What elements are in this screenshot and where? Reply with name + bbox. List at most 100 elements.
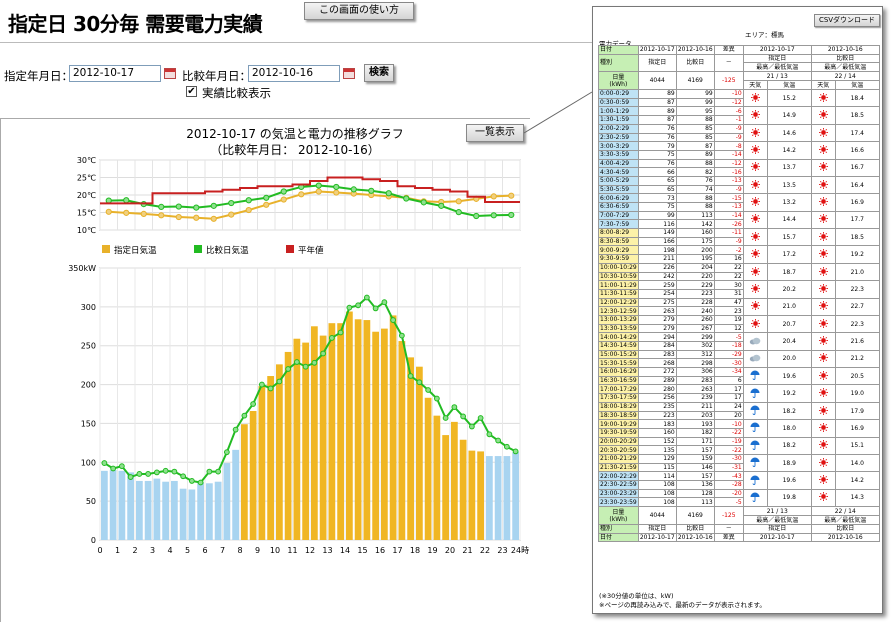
time-slot: 23:00-23:29 — [598, 488, 639, 499]
temp-point — [123, 197, 130, 204]
power-bar — [346, 311, 353, 540]
time-slot: 20:00-20:29 — [598, 436, 639, 447]
list-view-button[interactable]: 一覧表示 — [466, 124, 524, 142]
x-tick-label: 23 — [497, 546, 507, 555]
x-tick-label: 9 — [255, 546, 260, 555]
power-bar — [171, 480, 178, 540]
temp-point — [350, 186, 357, 193]
compare-point — [512, 448, 519, 455]
temp-point — [245, 197, 252, 204]
sun-icon — [818, 214, 828, 224]
help-button[interactable]: この画面の使い方 — [304, 2, 414, 20]
compare-date-input[interactable]: 2012-10-16 — [248, 65, 340, 82]
search-button[interactable]: 検索 — [364, 64, 394, 82]
time-slot: 18:30-18:59 — [598, 410, 639, 421]
calendar-icon[interactable] — [164, 68, 176, 79]
time-slot: 5:30-5:59 — [598, 184, 639, 195]
compare-point — [477, 415, 484, 421]
temp-point — [245, 206, 252, 214]
power-bar — [276, 364, 283, 540]
power-bar — [267, 376, 274, 540]
compare-point — [398, 332, 405, 339]
temp-point — [508, 192, 515, 199]
sun-icon — [818, 475, 828, 484]
compare-point — [101, 460, 108, 466]
sun-icon — [818, 336, 828, 345]
time-slot: 17:30-17:59 — [598, 393, 639, 403]
time-slot: 6:00-6:29 — [598, 193, 639, 203]
temp-point — [490, 212, 497, 219]
legend-label: 比較日気温 — [206, 245, 249, 256]
sun-icon — [750, 231, 760, 241]
time-slot: 2:00-2:29 — [598, 123, 639, 134]
sun-icon — [818, 457, 828, 467]
compare-point — [118, 463, 125, 470]
calendar-icon[interactable] — [343, 68, 355, 79]
compare-checkbox[interactable]: ✔ — [186, 86, 197, 97]
date-input[interactable]: 2012-10-17 — [69, 65, 161, 82]
x-tick-label: 17 — [392, 546, 402, 555]
sun-icon — [818, 266, 828, 276]
table-row: 5:00-5:29 65 76 -13 13.5 16.4 — [598, 175, 880, 195]
sun-icon — [750, 318, 760, 328]
sun-icon — [818, 127, 828, 137]
x-tick-label: 6 — [202, 546, 207, 555]
reload-note: ※ページの再読み込みで、最新のデータが表示されます。 — [599, 601, 766, 609]
temp-point — [368, 187, 375, 194]
power-bar — [503, 456, 511, 540]
power-bar — [512, 452, 519, 540]
compare-point — [232, 426, 239, 433]
time-slot: 21:00-21:29 — [598, 453, 639, 464]
cloud-icon — [750, 354, 761, 362]
temp-point — [210, 202, 217, 209]
temp-point — [175, 203, 182, 210]
time-slot: 22:30-22:59 — [598, 480, 639, 490]
sun-icon — [818, 492, 828, 502]
power-bar — [162, 481, 169, 540]
x-tick-label: 15 — [357, 546, 367, 555]
power-bar — [284, 351, 292, 540]
temp-point — [175, 213, 182, 221]
x-tick-label: 4 — [167, 546, 172, 555]
y-tick-label: 10℃ — [77, 226, 96, 235]
temp-point — [193, 214, 200, 221]
power-bar — [459, 439, 467, 540]
sun-icon — [750, 301, 760, 311]
temp-point — [280, 196, 287, 203]
power-bar — [442, 435, 449, 540]
y-tick-label: 150 — [81, 419, 96, 428]
sun-icon — [818, 110, 828, 120]
compare-point — [381, 299, 388, 306]
csv-download-button[interactable]: CSVダウンロード — [814, 14, 880, 27]
table-header-row: 日付 2012-10-17 2012-10-16 差異 2012-10-17 2012… — [598, 45, 880, 55]
sun-icon — [750, 214, 760, 224]
sun-icon — [750, 179, 760, 189]
date-label: 指定年月日： — [4, 69, 73, 83]
power-bar — [311, 326, 318, 540]
power-bar — [293, 338, 301, 540]
compare-point — [468, 423, 475, 430]
time-slot: 13:00-13:29 — [598, 314, 639, 325]
compare-point — [180, 473, 187, 480]
table-row: 11:00-11:29 259 229 30 20.2 22.3 — [598, 280, 880, 299]
daily-total-row: 日量 (kWh) 4044 4169 -125 21 / 13 22 / 14 — [598, 71, 880, 91]
table-row: 9:00-9:29 198 200 -2 17.2 19.2 — [598, 245, 880, 264]
time-slot: 16:00-16:29 — [598, 367, 639, 377]
compare-point — [293, 359, 300, 365]
x-tick-label: 0 — [97, 546, 102, 555]
x-tick-label: 10 — [270, 546, 280, 555]
temp-point — [438, 202, 445, 209]
compare-point — [390, 317, 397, 323]
x-tick-label: 7 — [220, 546, 225, 555]
umbrella-icon — [750, 405, 760, 415]
compare-point — [320, 350, 327, 357]
sun-icon — [818, 422, 828, 432]
time-slot: 15:30-15:59 — [598, 358, 639, 369]
power-bar — [416, 366, 423, 540]
power-bar — [389, 315, 397, 540]
time-slot: 1:00-1:29 — [598, 106, 639, 117]
x-tick-label: 19 — [427, 546, 437, 555]
umbrella-icon — [750, 440, 760, 450]
chart-title: 2012-10-17 の気温と電力の推移グラフ — [186, 127, 404, 141]
compare-point — [215, 468, 222, 475]
